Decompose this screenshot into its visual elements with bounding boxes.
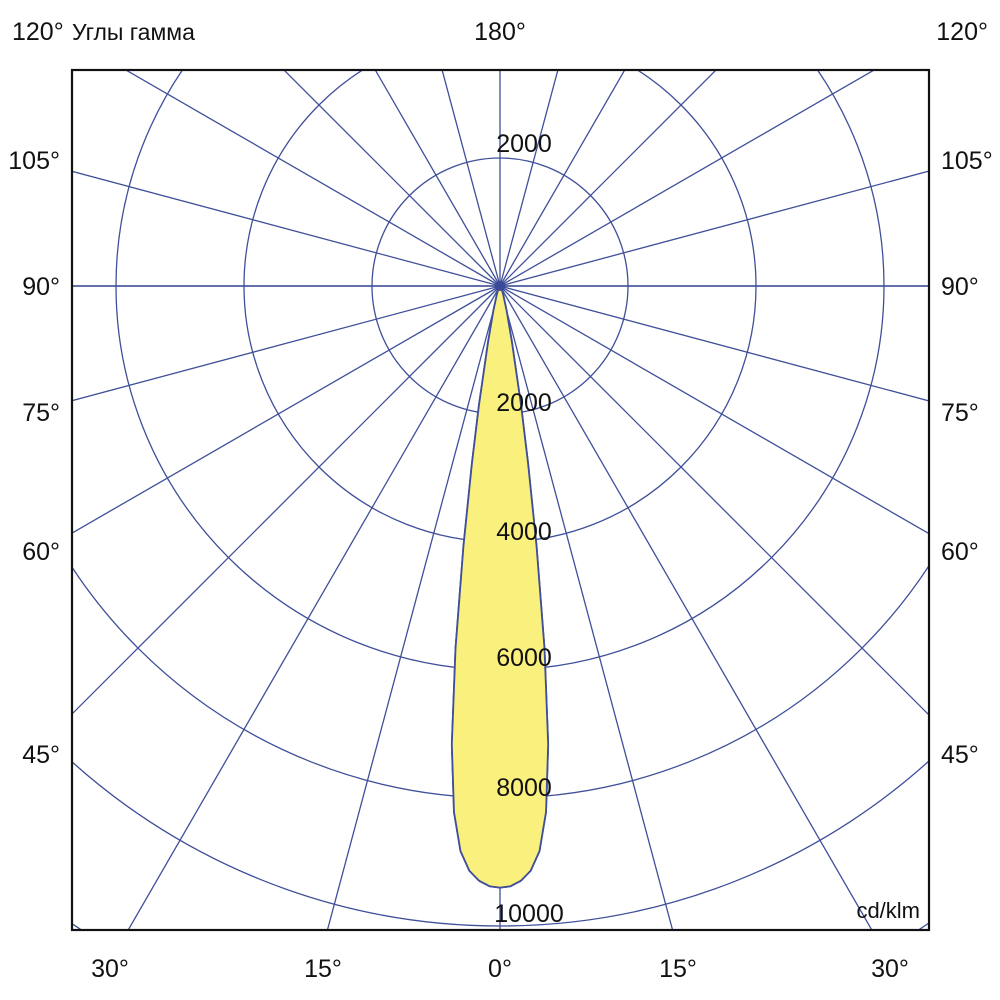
- grid-spoke: [499, 285, 929, 402]
- contour-value-label: 2000: [496, 130, 552, 158]
- unit-label: cd/klm: [856, 898, 920, 923]
- top-right-angle-label: 120°: [936, 18, 988, 46]
- plot-frame: [70, 68, 931, 932]
- grid-spoke: [499, 285, 929, 535]
- right-axis-tick-label: 75°: [941, 399, 979, 427]
- top-left-angle-label: 120°: [12, 18, 64, 46]
- grid-spoke: [499, 170, 929, 287]
- right-axis-tick-label: 105°: [941, 147, 993, 175]
- contour-value-label: 2000: [496, 389, 552, 417]
- grid-spoke: [499, 285, 929, 716]
- pole-marker: [495, 281, 505, 291]
- grid-spoke: [72, 285, 501, 534]
- grid-spoke: [499, 70, 876, 287]
- grid-spoke: [326, 285, 501, 930]
- left-axis-tick-label: 90°: [22, 273, 60, 301]
- bottom-axis-tick-label: 15°: [659, 955, 697, 983]
- grid-spoke: [72, 170, 501, 287]
- right-axis-tick-label: 60°: [941, 538, 979, 566]
- right-axis-tick-label: 45°: [941, 741, 979, 769]
- grid-spoke: [499, 70, 559, 287]
- luminous-intensity-curve: [450, 281, 550, 889]
- grid-spoke: [72, 285, 501, 715]
- grid-spoke: [283, 70, 501, 287]
- left-axis-tick-label: 60°: [22, 538, 60, 566]
- bottom-axis-tick-label: 0°: [488, 955, 512, 983]
- grid-spoke: [499, 285, 873, 930]
- bottom-axis-tick-label: 30°: [871, 955, 909, 983]
- bottom-axis-tick-label: 15°: [304, 955, 342, 983]
- grid-spoke: [499, 70, 717, 287]
- contour-value-label: 6000: [496, 644, 552, 672]
- grid-spoke: [499, 70, 626, 287]
- grid-spoke: [72, 285, 501, 402]
- grid-spoke: [374, 70, 501, 287]
- left-axis-tick-label: 105°: [8, 147, 60, 175]
- top-center-angle-label: 180°: [474, 18, 526, 46]
- grid-spoke: [124, 70, 501, 287]
- bottom-axis-tick-label: 30°: [91, 955, 129, 983]
- contour-value-label: 10000: [494, 900, 564, 928]
- diagram-title: Углы гамма: [72, 19, 195, 45]
- contour-value-label: 4000: [496, 518, 552, 546]
- right-axis-tick-label: 90°: [941, 273, 979, 301]
- left-axis-tick-label: 75°: [22, 399, 60, 427]
- left-axis-tick-label: 45°: [22, 741, 60, 769]
- plot-labels: 120° Углы гамма 180° 120° 105° 90° 75° 60° 45° 10…: [8, 18, 992, 983]
- grid-spoke: [441, 70, 501, 287]
- contour-value-label: 8000: [496, 774, 552, 802]
- grid-spoke: [499, 285, 674, 930]
- frame-rect: [70, 68, 931, 932]
- grid-spoke: [127, 285, 501, 930]
